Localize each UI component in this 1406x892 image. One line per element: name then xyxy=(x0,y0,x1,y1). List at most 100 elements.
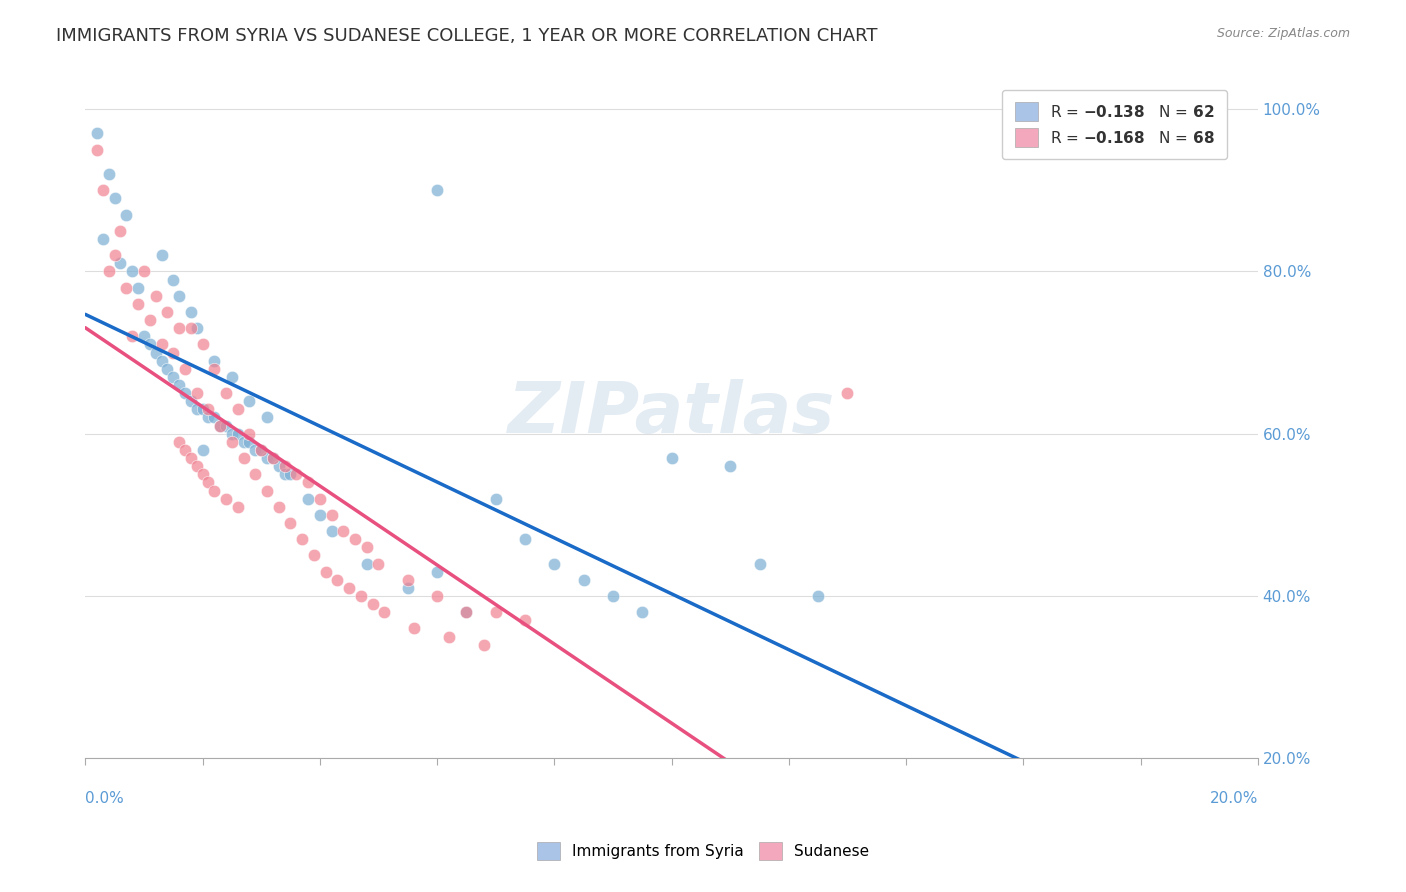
Point xyxy=(174,361,197,376)
Point xyxy=(197,475,219,490)
Point xyxy=(513,532,536,546)
Point xyxy=(191,442,214,457)
Point xyxy=(180,394,202,409)
Point xyxy=(472,638,495,652)
Point xyxy=(150,353,173,368)
Point xyxy=(426,183,449,197)
Point xyxy=(86,127,108,141)
Point xyxy=(167,321,190,335)
Point xyxy=(150,248,173,262)
Point xyxy=(97,167,120,181)
Point xyxy=(110,224,132,238)
Point xyxy=(308,508,330,522)
Point xyxy=(127,280,149,294)
Point xyxy=(162,370,184,384)
Text: 20.0%: 20.0% xyxy=(1209,791,1258,805)
Point xyxy=(150,337,173,351)
Text: IMMIGRANTS FROM SYRIA VS SUDANESE COLLEGE, 1 YEAR OR MORE CORRELATION CHART: IMMIGRANTS FROM SYRIA VS SUDANESE COLLEG… xyxy=(56,27,877,45)
Point xyxy=(115,280,138,294)
Point xyxy=(297,491,319,506)
Point xyxy=(321,524,343,538)
Point xyxy=(250,442,273,457)
Point xyxy=(202,353,225,368)
Point xyxy=(104,191,127,205)
Point xyxy=(127,297,149,311)
Point xyxy=(273,459,295,474)
Text: Source: ZipAtlas.com: Source: ZipAtlas.com xyxy=(1216,27,1350,40)
Point xyxy=(186,321,208,335)
Point xyxy=(356,557,378,571)
Point xyxy=(197,410,219,425)
Point xyxy=(132,329,155,343)
Point xyxy=(97,264,120,278)
Point xyxy=(221,370,243,384)
Point xyxy=(837,386,859,401)
Point xyxy=(156,305,179,319)
Point xyxy=(202,483,225,498)
Point xyxy=(280,516,302,530)
Point xyxy=(262,451,284,466)
Point xyxy=(256,451,278,466)
Point xyxy=(256,483,278,498)
Point xyxy=(139,313,162,327)
Legend: Immigrants from Syria, Sudanese: Immigrants from Syria, Sudanese xyxy=(530,836,876,866)
Point xyxy=(308,491,330,506)
Point xyxy=(337,581,360,595)
Point xyxy=(180,305,202,319)
Point xyxy=(221,434,243,449)
Point xyxy=(226,500,249,514)
Point xyxy=(437,630,460,644)
Point xyxy=(174,442,197,457)
Point xyxy=(256,410,278,425)
Point xyxy=(91,232,114,246)
Point xyxy=(807,589,830,603)
Point xyxy=(186,386,208,401)
Point xyxy=(302,549,325,563)
Point xyxy=(215,491,238,506)
Point xyxy=(104,248,127,262)
Point xyxy=(326,573,349,587)
Point xyxy=(121,264,143,278)
Point xyxy=(221,426,243,441)
Point xyxy=(191,402,214,417)
Point xyxy=(321,508,343,522)
Point xyxy=(202,410,225,425)
Point xyxy=(139,337,162,351)
Point xyxy=(232,434,254,449)
Point xyxy=(186,402,208,417)
Point xyxy=(191,467,214,482)
Text: 0.0%: 0.0% xyxy=(86,791,124,805)
Point xyxy=(250,442,273,457)
Point xyxy=(167,434,190,449)
Point xyxy=(86,143,108,157)
Point xyxy=(285,467,308,482)
Point xyxy=(456,605,478,619)
Point xyxy=(209,418,232,433)
Point xyxy=(209,418,232,433)
Point xyxy=(456,605,478,619)
Point xyxy=(197,402,219,417)
Point xyxy=(145,289,167,303)
Point xyxy=(631,605,654,619)
Point xyxy=(396,581,419,595)
Point xyxy=(167,289,190,303)
Point xyxy=(267,459,290,474)
Point xyxy=(110,256,132,270)
Point xyxy=(661,451,683,466)
Point xyxy=(226,426,249,441)
Point xyxy=(121,329,143,343)
Point xyxy=(226,402,249,417)
Point xyxy=(513,613,536,627)
Point xyxy=(426,565,449,579)
Point xyxy=(180,321,202,335)
Point xyxy=(572,573,595,587)
Point xyxy=(343,532,366,546)
Point xyxy=(267,500,290,514)
Point xyxy=(485,605,508,619)
Point xyxy=(367,557,389,571)
Point xyxy=(162,272,184,286)
Point xyxy=(132,264,155,278)
Point xyxy=(174,386,197,401)
Point xyxy=(238,434,260,449)
Point xyxy=(718,459,741,474)
